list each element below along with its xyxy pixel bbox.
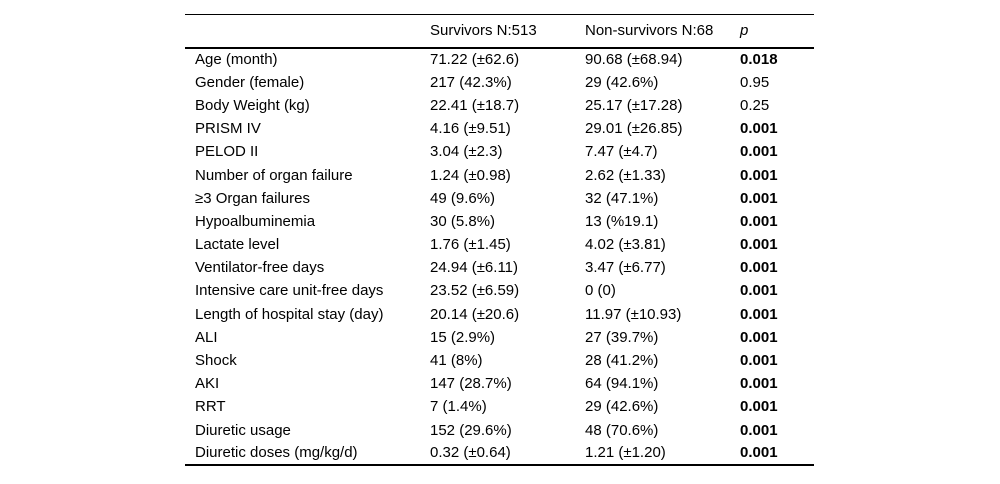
table-row: Ventilator-free days 24.94 (±6.11) 3.47 (±… bbox=[185, 256, 814, 279]
p-value: 0.001 bbox=[740, 328, 778, 346]
table-row: Age (month) 71.22 (±62.6) 90.68 (±68.94) 0.… bbox=[185, 48, 814, 71]
row-label: Intensive care unit-free days bbox=[195, 282, 384, 300]
survivors-value: 3.04 (±2.3) bbox=[430, 143, 503, 161]
non-survivors-value: 0 (0) bbox=[585, 282, 616, 300]
survivors-value: 41 (8%) bbox=[430, 352, 483, 370]
non-survivors-value: 25.17 (±17.28) bbox=[585, 96, 683, 114]
header-row: Survivors N:513 Non-survivors N:68 p bbox=[185, 15, 814, 48]
survivors-value: 23.52 (±6.59) bbox=[430, 282, 520, 300]
table-row: Lactate level 1.76 (±1.45) 4.02 (±3.81) 0.0… bbox=[185, 233, 814, 256]
row-label: Diuretic doses (mg/kg/d) bbox=[195, 444, 358, 462]
row-label: Body Weight (kg) bbox=[195, 96, 310, 114]
table-row: RRT 7 (1.4%) 29 (42.6%) 0.001 bbox=[185, 395, 814, 418]
non-survivors-value: 2.62 (±1.33) bbox=[585, 166, 666, 184]
non-survivors-value: 7.47 (±4.7) bbox=[585, 143, 658, 161]
non-survivors-value: 13 (%19.1) bbox=[585, 212, 659, 230]
survivors-value: 0.32 (±0.64) bbox=[430, 444, 511, 462]
row-label: Diuretic usage bbox=[195, 421, 291, 439]
summary-table: Survivors N:513 Non-survivors N:68 p Age… bbox=[185, 14, 814, 466]
survivors-value: 30 (5.8%) bbox=[430, 212, 496, 230]
non-survivors-value: 29.01 (±26.85) bbox=[585, 120, 683, 138]
table-row: Diuretic usage 152 (29.6%) 48 (70.6%) 0.001 bbox=[185, 419, 814, 442]
survivors-value: 71.22 (±62.6) bbox=[430, 51, 520, 69]
p-value: 0.001 bbox=[740, 143, 778, 161]
non-survivors-value: 1.21 (±1.20) bbox=[585, 444, 666, 462]
p-value: 0.001 bbox=[740, 212, 778, 230]
table-row: ≥3 Organ failures 49 (9.6%) 32 (47.1%) 0.00… bbox=[185, 187, 814, 210]
non-survivors-value: 3.47 (±6.77) bbox=[585, 259, 666, 277]
p-value: 0.001 bbox=[740, 375, 778, 393]
survivors-value: 49 (9.6%) bbox=[430, 189, 496, 207]
non-survivors-value: 29 (42.6%) bbox=[585, 398, 659, 416]
survivors-value: 217 (42.3%) bbox=[430, 73, 512, 91]
table-row: ALI 15 (2.9%) 27 (39.7%) 0.001 bbox=[185, 326, 814, 349]
table-row: Length of hospital stay (day) 20.14 (±20.… bbox=[185, 303, 814, 326]
row-label: PELOD II bbox=[195, 143, 259, 161]
table-row: PRISM IV 4.16 (±9.51) 29.01 (±26.85) 0.001 bbox=[185, 117, 814, 140]
row-label: AKI bbox=[195, 375, 220, 393]
p-value: 0.95 bbox=[740, 73, 770, 91]
table-row: Gender (female) 217 (42.3%) 29 (42.6%) 0.95 bbox=[185, 71, 814, 94]
non-survivors-value: 27 (39.7%) bbox=[585, 328, 659, 346]
table-row: AKI 147 (28.7%) 64 (94.1%) 0.001 bbox=[185, 372, 814, 395]
row-label: RRT bbox=[195, 398, 226, 416]
non-survivors-value: 32 (47.1%) bbox=[585, 189, 659, 207]
row-label: Length of hospital stay (day) bbox=[195, 305, 384, 323]
non-survivors-value: 90.68 (±68.94) bbox=[585, 51, 683, 69]
table-row: Number of organ failure 1.24 (±0.98) 2.62 … bbox=[185, 163, 814, 186]
non-survivors-value: 64 (94.1%) bbox=[585, 375, 659, 393]
survivors-value: 4.16 (±9.51) bbox=[430, 120, 511, 138]
row-label: ALI bbox=[195, 328, 218, 346]
survivors-value: 20.14 (±20.6) bbox=[430, 305, 520, 323]
p-value: 0.001 bbox=[740, 236, 778, 254]
row-label: Gender (female) bbox=[195, 73, 305, 91]
non-survivors-value: 29 (42.6%) bbox=[585, 73, 659, 91]
p-value: 0.001 bbox=[740, 282, 778, 300]
survivors-value: 1.76 (±1.45) bbox=[430, 236, 511, 254]
row-label: Hypoalbuminemia bbox=[195, 212, 316, 230]
row-label: Number of organ failure bbox=[195, 166, 353, 184]
non-survivors-value: 28 (41.2%) bbox=[585, 352, 659, 370]
header-empty bbox=[185, 15, 430, 48]
table-row: Diuretic doses (mg/kg/d) 0.32 (±0.64) 1.21… bbox=[185, 442, 814, 465]
survivors-value: 152 (29.6%) bbox=[430, 421, 512, 439]
table-row: Body Weight (kg) 22.41 (±18.7) 25.17 (±17.… bbox=[185, 94, 814, 117]
survivors-value: 24.94 (±6.11) bbox=[430, 259, 519, 277]
table-row: Hypoalbuminemia 30 (5.8%) 13 (%19.1) 0.001 bbox=[185, 210, 814, 233]
row-label: Lactate level bbox=[195, 236, 280, 254]
survivors-value: 1.24 (±0.98) bbox=[430, 166, 511, 184]
table-row: Shock 41 (8%) 28 (41.2%) 0.001 bbox=[185, 349, 814, 372]
row-label: Shock bbox=[195, 352, 237, 370]
p-value: 0.001 bbox=[740, 305, 778, 323]
survivors-value: 22.41 (±18.7) bbox=[430, 96, 520, 114]
survivors-value: 15 (2.9%) bbox=[430, 328, 496, 346]
survivors-value: 7 (1.4%) bbox=[430, 398, 487, 416]
row-label: Age (month) bbox=[195, 51, 278, 69]
p-value: 0.001 bbox=[740, 189, 778, 207]
non-survivors-value: 4.02 (±3.81) bbox=[585, 236, 666, 254]
p-value: 0.001 bbox=[740, 421, 778, 439]
p-value: 0.001 bbox=[740, 398, 778, 416]
p-value: 0.001 bbox=[740, 166, 778, 184]
header-non-survivors: Non-survivors N:68 bbox=[585, 22, 714, 40]
non-survivors-value: 11.97 (±10.93) bbox=[585, 305, 682, 323]
table-body: Age (month) 71.22 (±62.6) 90.68 (±68.94) 0.… bbox=[185, 48, 814, 465]
survivors-value: 147 (28.7%) bbox=[430, 375, 512, 393]
table-row: Intensive care unit-free days 23.52 (±6.5… bbox=[185, 279, 814, 302]
p-value: 0.001 bbox=[740, 444, 778, 462]
p-value: 0.018 bbox=[740, 51, 778, 69]
row-label: PRISM IV bbox=[195, 120, 261, 138]
row-label: ≥3 Organ failures bbox=[195, 189, 310, 207]
p-value: 0.25 bbox=[740, 96, 770, 114]
p-value: 0.001 bbox=[740, 259, 778, 277]
row-label: Ventilator-free days bbox=[195, 259, 325, 277]
header-p: p bbox=[740, 22, 749, 40]
p-value: 0.001 bbox=[740, 352, 778, 370]
table-row: PELOD II 3.04 (±2.3) 7.47 (±4.7) 0.001 bbox=[185, 140, 814, 163]
p-value: 0.001 bbox=[740, 120, 778, 138]
non-survivors-value: 48 (70.6%) bbox=[585, 421, 659, 439]
header-survivors: Survivors N:513 bbox=[430, 22, 537, 40]
